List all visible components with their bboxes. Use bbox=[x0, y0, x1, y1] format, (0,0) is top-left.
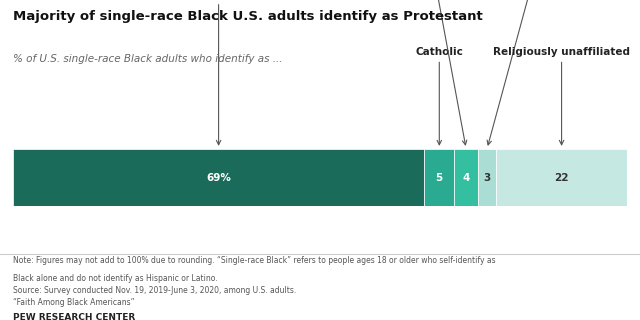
Text: 5: 5 bbox=[436, 172, 443, 183]
Bar bbox=[454, 149, 478, 206]
Text: Majority of single-race Black U.S. adults identify as Protestant: Majority of single-race Black U.S. adult… bbox=[13, 10, 483, 23]
Bar bbox=[13, 149, 424, 206]
Text: 4: 4 bbox=[463, 172, 470, 183]
Text: 22: 22 bbox=[554, 172, 569, 183]
Text: Source: Survey conducted Nov. 19, 2019-June 3, 2020, among U.S. adults.: Source: Survey conducted Nov. 19, 2019-J… bbox=[13, 286, 296, 295]
Text: “Faith Among Black Americans”: “Faith Among Black Americans” bbox=[13, 298, 134, 307]
Text: % of U.S. single-race Black adults who identify as ...: % of U.S. single-race Black adults who i… bbox=[13, 54, 282, 64]
Bar bbox=[478, 149, 496, 206]
Text: Note: Figures may not add to 100% due to rounding. “Single-race Black” refers to: Note: Figures may not add to 100% due to… bbox=[13, 256, 495, 265]
Text: Other Christians: Other Christians bbox=[385, 0, 481, 145]
Bar bbox=[496, 149, 627, 206]
Bar bbox=[424, 149, 454, 206]
Text: Non-Christian faiths: Non-Christian faiths bbox=[476, 0, 595, 145]
Text: Religiously unaffiliated: Religiously unaffiliated bbox=[493, 47, 630, 145]
Text: Catholic: Catholic bbox=[415, 47, 463, 145]
Text: 69%: 69% bbox=[206, 172, 231, 183]
Text: 3: 3 bbox=[483, 172, 491, 183]
Text: Protestant: Protestant bbox=[188, 0, 250, 145]
Text: Black alone and do not identify as Hispanic or Latino.: Black alone and do not identify as Hispa… bbox=[13, 274, 218, 283]
Text: PEW RESEARCH CENTER: PEW RESEARCH CENTER bbox=[13, 313, 135, 320]
